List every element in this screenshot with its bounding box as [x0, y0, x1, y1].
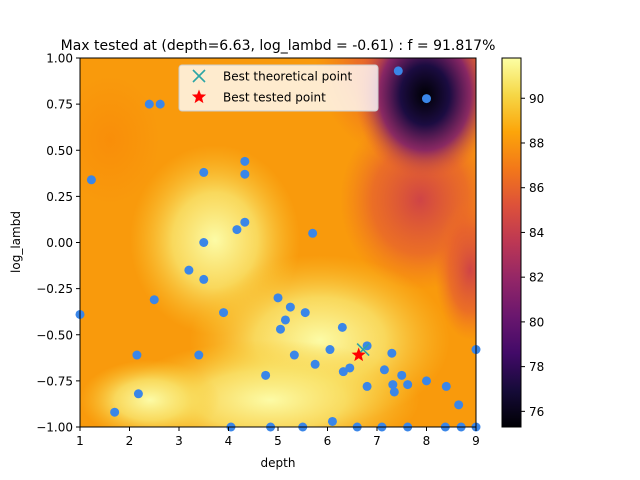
- x-tick-label: 6: [324, 434, 332, 448]
- colorbar-tick-label: 76: [529, 405, 544, 419]
- y-tick-label: 1.00: [46, 52, 73, 66]
- best-tested-marker: [351, 347, 366, 362]
- sample-point: [144, 99, 154, 109]
- sample-point: [393, 66, 403, 76]
- sample-point: [310, 359, 320, 369]
- sample-point: [300, 308, 310, 318]
- sample-point: [219, 308, 229, 318]
- sample-point: [199, 238, 209, 247]
- y-tick-label: 0.25: [46, 190, 73, 204]
- sample-point: [345, 363, 355, 373]
- sample-point: [280, 315, 290, 325]
- sample-point: [285, 302, 295, 312]
- sample-point: [379, 365, 389, 375]
- sample-point: [388, 380, 398, 390]
- y-tick-label: 0.75: [46, 98, 73, 112]
- sample-point: [261, 370, 271, 380]
- legend: Best theoretical point Best tested point: [178, 64, 379, 112]
- sample-point: [110, 407, 120, 417]
- chart-title: Max tested at (depth=6.63, log_lambd = -…: [61, 38, 496, 54]
- colorbar: [501, 57, 522, 428]
- y-tick-label: −1.00: [36, 421, 73, 435]
- sample-point: [327, 416, 337, 426]
- x-marker-icon: [192, 69, 206, 83]
- sample-point: [232, 225, 242, 235]
- sample-point: [289, 350, 299, 360]
- sample-point: [149, 295, 159, 305]
- y-tick-label: −0.75: [36, 374, 73, 388]
- sample-point: [441, 381, 451, 391]
- colorbar-tick-label: 90: [529, 92, 544, 106]
- sample-point: [325, 345, 335, 355]
- x-tick-label: 1: [76, 434, 84, 448]
- sample-point: [454, 400, 464, 410]
- sample-point: [155, 99, 165, 109]
- x-axis-ticks: 1 2 3 4 5 6 7 8 9: [76, 427, 480, 448]
- colorbar-tick-label: 88: [529, 136, 544, 150]
- legend-box: [178, 64, 379, 112]
- sample-point: [240, 169, 250, 179]
- sample-point: [199, 167, 209, 177]
- colorbar-tick-label: 82: [529, 271, 544, 285]
- sample-point: [362, 381, 372, 391]
- sample-point: [308, 228, 318, 238]
- colorbar-tick-label: 78: [529, 360, 544, 374]
- sample-point: [199, 274, 209, 284]
- x-tick-label: 9: [472, 434, 480, 448]
- sample-point: [337, 322, 347, 332]
- x-tick-label: 3: [175, 434, 183, 448]
- sample-point: [184, 265, 194, 275]
- sample-point: [194, 350, 204, 360]
- sample-point: [133, 389, 143, 399]
- legend-label-best-tested: Best tested point: [223, 91, 326, 105]
- y-tick-label: 0.50: [46, 144, 73, 158]
- y-axis-ticks: −1.00 −0.75 −0.50 −0.25 0.00 0.25 0.50 0.75 1.00: [36, 52, 80, 435]
- sample-point: [389, 387, 399, 397]
- colorbar-tick-label: 80: [529, 315, 544, 329]
- y-tick-label: 0.00: [46, 236, 73, 250]
- sample-point: [275, 324, 285, 334]
- x-tick-label: 2: [126, 434, 134, 448]
- y-axis-label: log_lambd: [9, 211, 23, 273]
- sample-point: [240, 217, 250, 227]
- x-axis-label: depth: [261, 456, 296, 470]
- sample-point: [273, 293, 283, 303]
- x-tick-label: 7: [373, 434, 381, 448]
- sample-point: [132, 350, 142, 360]
- colorbar-tick-label: 84: [529, 226, 544, 240]
- x-tick-label: 4: [225, 434, 233, 448]
- sample-point: [240, 156, 250, 166]
- sample-point: [422, 94, 431, 104]
- sample-point: [86, 175, 96, 185]
- star-marker-icon: [191, 89, 207, 104]
- sample-point: [403, 380, 413, 390]
- best-markers: [351, 342, 370, 362]
- x-tick-label: 8: [423, 434, 431, 448]
- colorbar-tick-label: 86: [529, 181, 544, 195]
- y-tick-label: −0.25: [36, 282, 73, 296]
- sample-point: [387, 348, 397, 358]
- sample-point: [422, 376, 431, 386]
- x-tick-label: 5: [274, 434, 282, 448]
- legend-label-best-theoretical: Best theoretical point: [223, 70, 353, 84]
- y-tick-label: −0.50: [36, 328, 73, 342]
- sample-point: [397, 370, 407, 380]
- colorbar-ticks: 76 78 80 82 84 86 88 90: [521, 92, 544, 419]
